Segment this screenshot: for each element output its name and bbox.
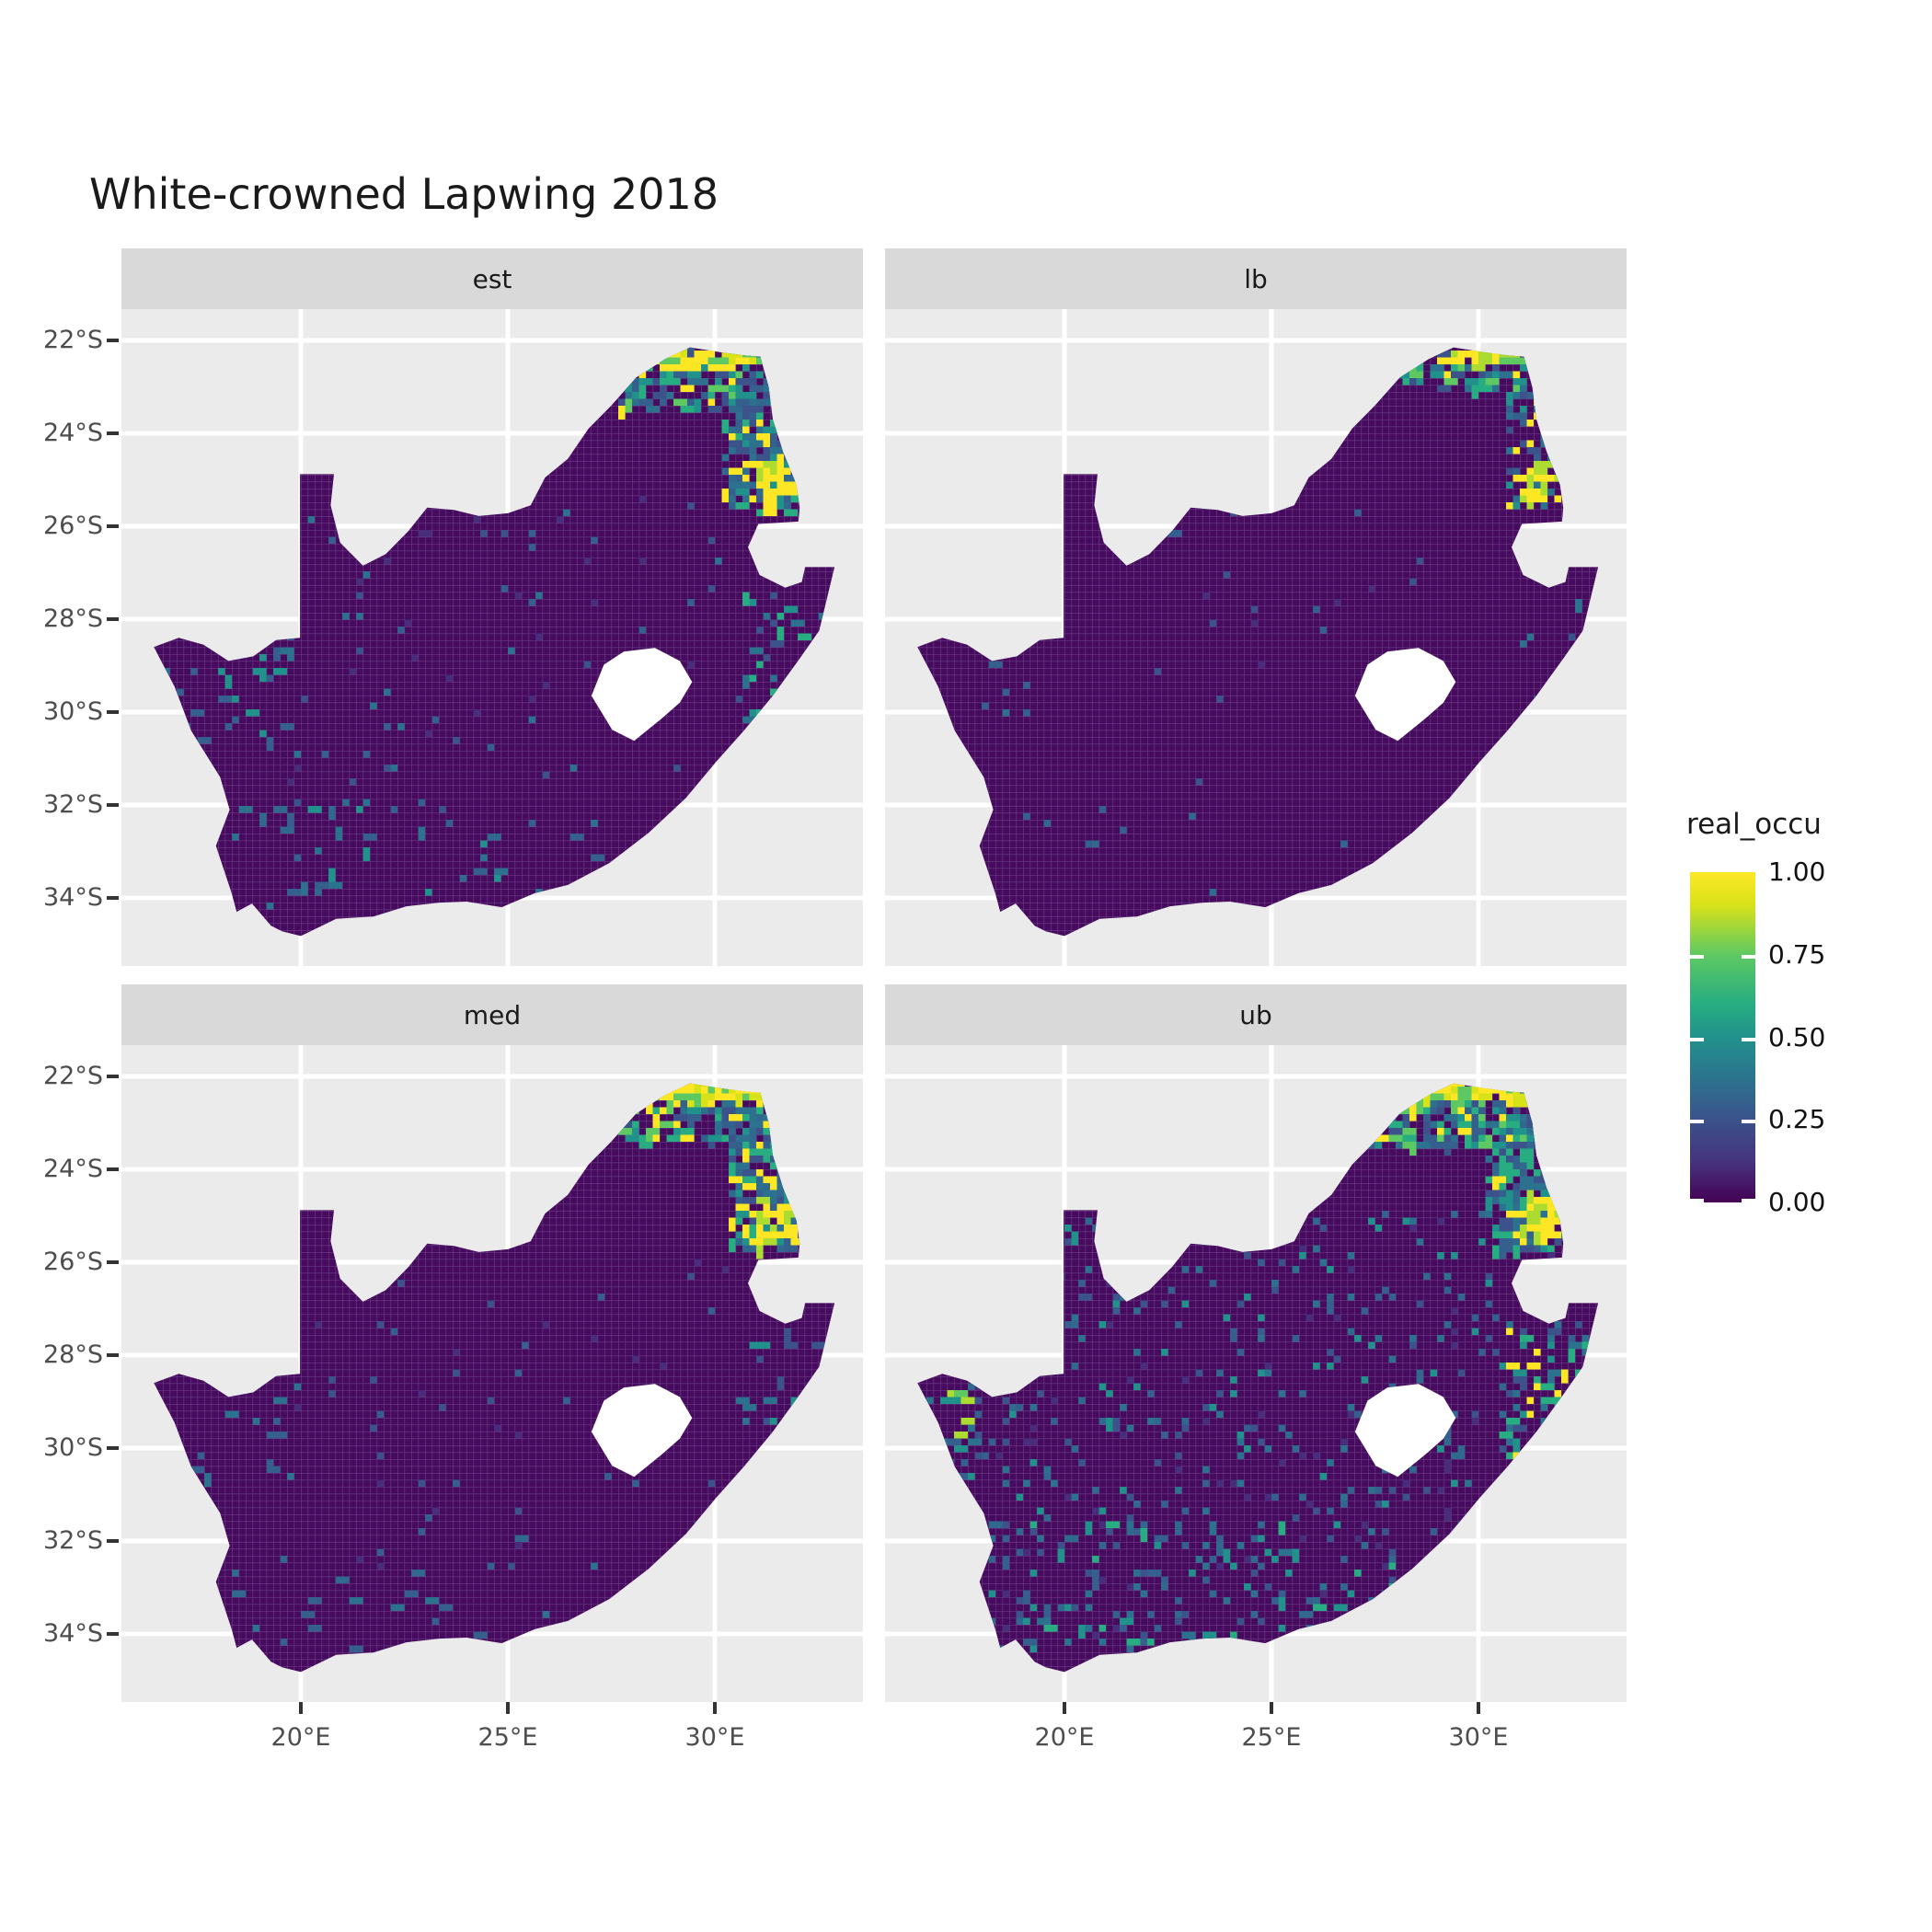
y-axis-label: 30°S — [43, 1433, 103, 1462]
legend-tick-label: 0.50 — [1768, 1021, 1826, 1052]
legend-tick-label: 0.75 — [1768, 938, 1826, 970]
legend-tick-mark — [1742, 1037, 1755, 1041]
x-axis-tick — [506, 1702, 510, 1714]
legend-title: real_occu — [1686, 808, 1822, 841]
x-axis-tick — [1270, 1702, 1273, 1714]
x-axis-tick — [1477, 1702, 1480, 1714]
map-svg-lb — [885, 309, 1627, 966]
map-panel-ub — [885, 1045, 1627, 1702]
legend-tick-label: 1.00 — [1768, 857, 1826, 887]
y-axis-label: 22°S — [43, 326, 103, 354]
legend-tick-mark — [1690, 1120, 1704, 1124]
x-axis-tick — [1063, 1702, 1066, 1714]
y-axis-tick — [107, 803, 119, 807]
x-axis-label: 30°E — [684, 1723, 745, 1752]
x-axis-label: 20°E — [1034, 1723, 1095, 1752]
y-axis-tick — [107, 1539, 119, 1543]
y-axis-label: 30°S — [43, 697, 103, 726]
y-axis-label: 34°S — [43, 1619, 103, 1648]
y-axis-tick — [107, 431, 119, 435]
facet-strip-label: est — [472, 263, 512, 294]
y-axis-tick — [107, 1167, 119, 1171]
y-axis-label: 24°S — [43, 419, 103, 447]
y-axis-label: 28°S — [43, 604, 103, 633]
lesotho-hole — [1354, 648, 1456, 742]
facet-strip-label: lb — [1244, 263, 1268, 294]
y-axis-tick — [107, 339, 119, 342]
legend-tick-label: 0.25 — [1768, 1104, 1826, 1135]
facet-strip-label: med — [463, 999, 522, 1030]
y-axis-label: 26°S — [43, 1248, 103, 1276]
map-svg-med — [121, 1045, 863, 1702]
map-panel-med — [121, 1045, 863, 1702]
x-axis-label: 25°E — [477, 1723, 538, 1752]
y-axis-label: 32°S — [43, 790, 103, 819]
y-axis-label: 34°S — [43, 883, 103, 912]
legend-tick-mark — [1742, 954, 1755, 959]
y-axis-tick — [107, 1446, 119, 1450]
y-axis-tick — [107, 710, 119, 714]
x-axis-tick — [299, 1702, 303, 1714]
map-svg-est — [121, 309, 863, 966]
lesotho-hole — [591, 648, 693, 742]
map-panel-est — [121, 309, 863, 966]
facet-strip-label: ub — [1239, 999, 1272, 1030]
legend-tick-mark — [1742, 1120, 1755, 1124]
facet-strip-est: est — [121, 248, 863, 309]
legend-tick-label: 0.00 — [1768, 1187, 1826, 1217]
lesotho-hole — [591, 1384, 693, 1478]
legend-tick-mark — [1742, 1199, 1755, 1202]
y-axis-tick — [107, 1353, 119, 1357]
x-axis-tick — [713, 1702, 717, 1714]
y-axis-label: 32°S — [43, 1526, 103, 1555]
y-axis-tick — [107, 1075, 119, 1078]
lesotho-hole — [1354, 1384, 1456, 1478]
plot-title: White-crowned Lapwing 2018 — [89, 169, 719, 219]
map-svg-ub — [885, 1045, 1627, 1702]
facet-strip-lb: lb — [885, 248, 1627, 309]
y-axis-label: 24°S — [43, 1155, 103, 1183]
y-axis-tick — [107, 524, 119, 528]
legend-tick-mark — [1690, 954, 1704, 959]
map-panel-lb — [885, 309, 1627, 966]
facet-strip-med: med — [121, 984, 863, 1045]
y-axis-tick — [107, 1632, 119, 1636]
y-axis-tick — [107, 896, 119, 900]
y-axis-label: 26°S — [43, 512, 103, 540]
facet-strip-ub: ub — [885, 984, 1627, 1045]
y-axis-tick — [107, 617, 119, 621]
legend-tick-mark — [1690, 1199, 1704, 1202]
legend-tick-mark — [1690, 1037, 1704, 1041]
y-axis-label: 28°S — [43, 1340, 103, 1369]
x-axis-label: 20°E — [270, 1723, 331, 1752]
y-axis-tick — [107, 1260, 119, 1264]
y-axis-label: 22°S — [43, 1062, 103, 1090]
x-axis-label: 25°E — [1241, 1723, 1302, 1752]
x-axis-label: 30°E — [1448, 1723, 1509, 1752]
